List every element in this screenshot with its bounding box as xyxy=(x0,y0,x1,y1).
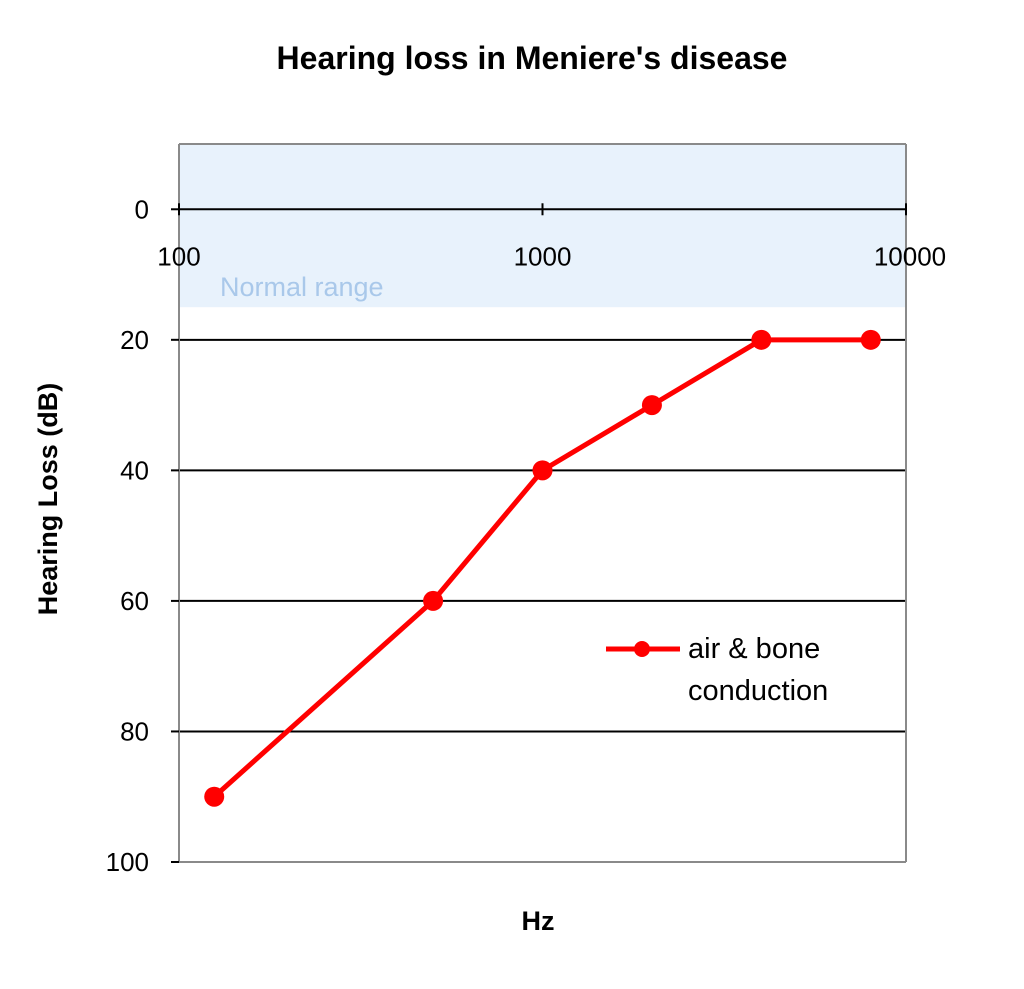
x-tick-label-10000: 10000 xyxy=(874,241,946,271)
chart-title: Hearing loss in Meniere's disease xyxy=(277,40,788,76)
y-axis-label: Hearing Loss (dB) xyxy=(33,383,63,616)
legend-label-line2: conduction xyxy=(688,675,828,707)
legend-label-line1: air & bone xyxy=(688,633,820,665)
series-line xyxy=(212,337,871,799)
x-tick-label-1000: 1000 xyxy=(514,241,572,271)
y-tick-label-60: 60 xyxy=(120,586,149,616)
data-point-2000 xyxy=(641,395,662,416)
y-tick-label-0: 0 xyxy=(135,194,149,224)
data-point-8000 xyxy=(860,329,881,350)
x-axis-label: Hz xyxy=(522,906,555,936)
y-tick-label-100: 100 xyxy=(106,847,149,877)
legend: air & bone conduction xyxy=(606,633,828,707)
data-point-125 xyxy=(204,786,225,807)
y-tick-label-20: 20 xyxy=(120,325,149,355)
legend-marker xyxy=(634,641,650,657)
normal-range-band xyxy=(179,144,906,308)
series-air-bone xyxy=(204,329,881,807)
x-tick-label-100: 100 xyxy=(157,241,200,271)
normal-range-label: Normal range xyxy=(220,272,384,302)
data-point-4000 xyxy=(751,329,772,350)
data-point-1000 xyxy=(532,460,553,481)
y-axis-ticks: 0 20 40 60 80 100 xyxy=(106,194,179,877)
y-tick-label-40: 40 xyxy=(120,455,149,485)
data-point-500 xyxy=(423,590,444,611)
x-axis-ticks: 100 1000 10000 xyxy=(157,203,946,271)
y-tick-label-80: 80 xyxy=(120,716,149,746)
